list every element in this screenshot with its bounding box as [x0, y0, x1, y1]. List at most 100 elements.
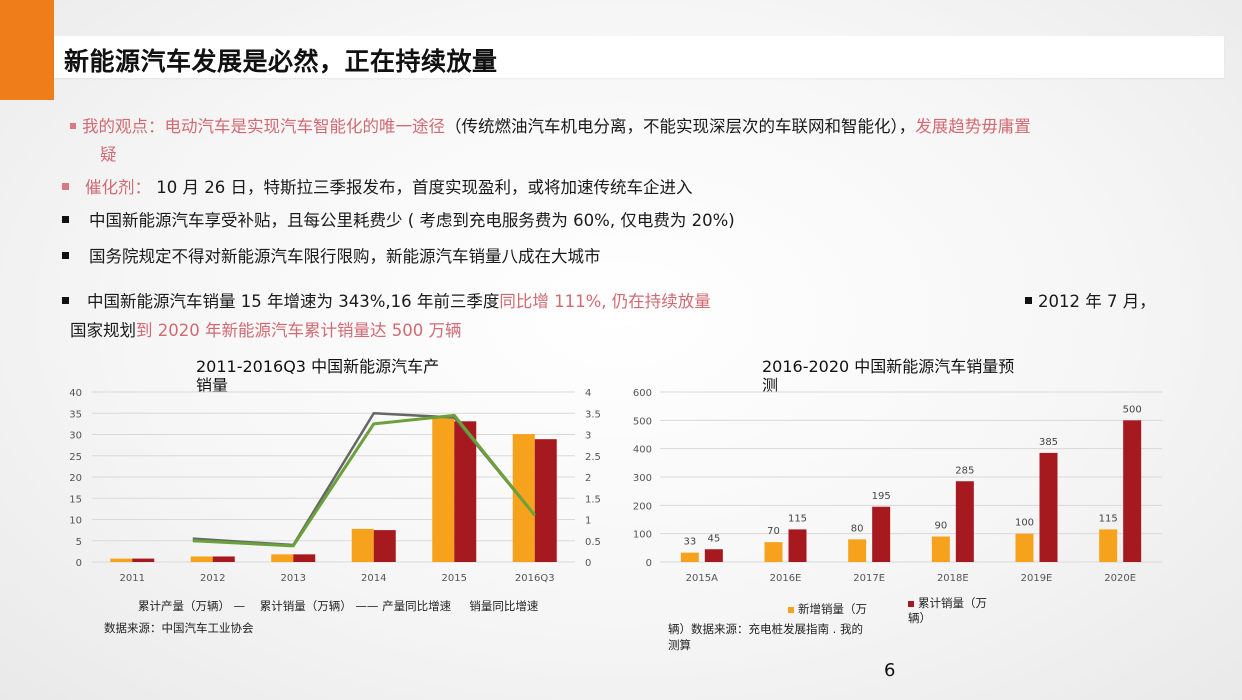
- bullet-2: 催化剂： 10 月 26 日，特斯拉三季报发布，首度实现盈利，或将加速传统车企进…: [62, 174, 692, 202]
- legend-swatch-orange: [788, 607, 794, 613]
- x-tick-label: 2018E: [937, 573, 969, 584]
- right-legend-cum: 累计销量（万: [908, 595, 987, 612]
- bar-production: [351, 528, 374, 562]
- bullet-2-detail: 10 月 26 日，特斯拉三季报发布，首度实现盈利，或将加速传统车企进入: [156, 178, 693, 197]
- x-tick-label: 2020E: [1104, 573, 1136, 584]
- bar-new-sales: [764, 542, 783, 562]
- bullet-4-text: 国务院规定不得对新能源汽车限行限购，新能源汽车销量八成在大城市: [89, 247, 601, 266]
- right-chart-grid: [660, 391, 1162, 563]
- left-legend: 累计产量（万辆） — 累计销量（万辆） —— 产量同比增速 销量同比增速: [138, 599, 539, 613]
- bullet-5-text: 中国新能源汽车销量 15 年增速为 343%,16 年前三季度: [87, 292, 500, 311]
- bar-sales: [534, 439, 557, 562]
- x-tick-label: 2013: [281, 573, 306, 584]
- bar-sales: [454, 421, 477, 562]
- y-tick-label: 300: [633, 473, 652, 484]
- bar-new-sales: [931, 536, 950, 562]
- bar-sales: [373, 530, 396, 562]
- left-chart-title-line1: 2011-2016Q3 中国新能源汽车产: [196, 357, 440, 376]
- right-chart-title: 2016-2020 中国新能源汽车销量预 测: [762, 357, 1014, 395]
- legend-new-sales: 新增销量（万: [798, 602, 867, 616]
- bar-cumulative-sales: [788, 529, 807, 562]
- bullet-5-highlight: 同比增 111%, 仍在持续放量: [499, 292, 711, 311]
- data-label: 285: [955, 465, 974, 476]
- y2-tick-label: 1: [585, 516, 591, 527]
- bar-cumulative-sales: [1123, 420, 1142, 562]
- bar-new-sales: [680, 552, 699, 562]
- bullet-marker: [62, 216, 69, 223]
- y-tick-label: 200: [633, 501, 652, 512]
- right-legend-new: 新增销量（万: [788, 601, 867, 618]
- accent-block: [0, 0, 54, 100]
- left-chart: 0 5 10 15 20 25 30 35 40 0 0.5 1 1.5 2 2.5 3 3.5 4 2011 201…: [69, 388, 601, 584]
- bar-new-sales: [1015, 533, 1034, 562]
- bullet-6-text: 2012 年 7 月，: [1038, 292, 1156, 311]
- bar-production: [190, 556, 213, 562]
- y-tick-label: 600: [633, 388, 652, 399]
- y-tick-label: 30: [69, 431, 82, 442]
- bullet-6: 2012 年 7 月，: [1025, 288, 1156, 316]
- x-tick-label: 2017E: [853, 573, 885, 584]
- bullet-1-wrap: 疑: [100, 145, 117, 164]
- y-tick-label: 400: [633, 445, 652, 456]
- x-tick-label: 2015A: [686, 573, 718, 584]
- y2-tick-label: 2: [585, 473, 591, 484]
- right-chart-title-line1: 2016-2020 中国新能源汽车销量预: [762, 357, 1015, 376]
- y2-tick-label: 0.5: [585, 537, 601, 548]
- left-chart-title-line2: 销量: [196, 376, 229, 395]
- data-label: 500: [1123, 404, 1142, 415]
- right-chart-bars: [680, 420, 1142, 562]
- data-label: 45: [707, 533, 720, 544]
- bar-production: [110, 558, 133, 562]
- bar-production: [512, 434, 535, 562]
- bullet-1-detail: （传统燃油汽车机电分离，不能实现深层次的车联网和智能化），: [445, 117, 916, 136]
- bar-production: [432, 417, 455, 562]
- x-tick-label: 2015: [442, 573, 467, 584]
- y2-tick-label: 0: [585, 558, 591, 569]
- y-tick-label: 25: [69, 452, 82, 463]
- x-tick-label: 2011: [120, 573, 145, 584]
- y2-tick-label: 1.5: [585, 494, 601, 505]
- y-tick-label: 15: [69, 494, 82, 505]
- bullet-marker: [62, 252, 69, 259]
- right-chart-axis-labels: 0 100 200 300 400 500 600 2015A 2016E 2017E 2018E 2…: [633, 388, 1142, 584]
- right-source-line1: 辆）数据来源：充电桩发展指南 . 我的: [668, 622, 863, 636]
- bullet-1-opinion: 我的观点：电动汽车是实现汽车智能化的唯一途径: [82, 117, 445, 136]
- bullet-6-target: 到 2020 年新能源汽车累计销量达 500 万辆: [136, 321, 462, 340]
- bar-new-sales: [848, 539, 867, 562]
- bullet-3: 中国新能源汽车享受补贴，且每公里耗费少 ( 考虑到充电服务费为 60%, 仅电费…: [62, 207, 735, 235]
- legend-swatch-red: [908, 601, 914, 607]
- y-tick-label: 500: [633, 416, 652, 427]
- bullet-1-tail: 发展趋势毋庸置: [915, 117, 1031, 136]
- legend-cum-sales: 累计销量（万: [918, 596, 987, 610]
- bullet-5: 中国新能源汽车销量 15 年增速为 343%,16 年前三季度同比增 111%,…: [62, 288, 711, 316]
- data-label: 90: [934, 521, 947, 532]
- y-tick-label: 20: [69, 473, 82, 484]
- y2-tick-label: 4: [585, 388, 591, 399]
- bar-sales: [293, 554, 316, 562]
- y-tick-label: 0: [76, 558, 82, 569]
- data-label: 385: [1039, 437, 1058, 448]
- bullet-4: 国务院规定不得对新能源汽车限行限购，新能源汽车销量八成在大城市: [62, 243, 601, 271]
- bar-cumulative-sales: [1039, 452, 1058, 562]
- right-source-line2: 测算: [668, 638, 691, 652]
- bar-cumulative-sales: [872, 506, 891, 562]
- title-bar: 新能源汽车发展是必然，正在持续放量: [54, 36, 1224, 78]
- y2-tick-label: 3: [585, 431, 591, 442]
- left-source: 数据来源：中国汽车工业协会: [104, 621, 254, 635]
- bullet-1: 我的观点：电动汽车是实现汽车智能化的唯一途径（传统燃油汽车机电分离，不能实现深层…: [70, 113, 1170, 141]
- bar-cumulative-sales: [704, 549, 723, 562]
- y-tick-label: 10: [69, 516, 82, 527]
- bullet-3-text: 中国新能源汽车享受补贴，且每公里耗费少 ( 考虑到充电服务费为 60%, 仅电费…: [89, 211, 735, 230]
- y-tick-label: 35: [69, 409, 82, 420]
- bullet-6-wrap: 国家规划到 2020 年新能源汽车累计销量达 500 万辆: [70, 317, 461, 345]
- left-chart-lines: [192, 412, 536, 548]
- y-tick-label: 5: [76, 537, 82, 548]
- bar-sales: [212, 556, 235, 562]
- bar-cumulative-sales: [955, 481, 974, 562]
- page-number: 6: [884, 660, 896, 681]
- bullet-marker: [70, 122, 76, 129]
- left-chart-title: 2011-2016Q3 中国新能源汽车产 销量: [196, 357, 439, 395]
- bullet-2-catalyst: 催化剂：: [85, 178, 151, 197]
- data-label: 80: [851, 523, 864, 534]
- data-label: 115: [1099, 513, 1118, 524]
